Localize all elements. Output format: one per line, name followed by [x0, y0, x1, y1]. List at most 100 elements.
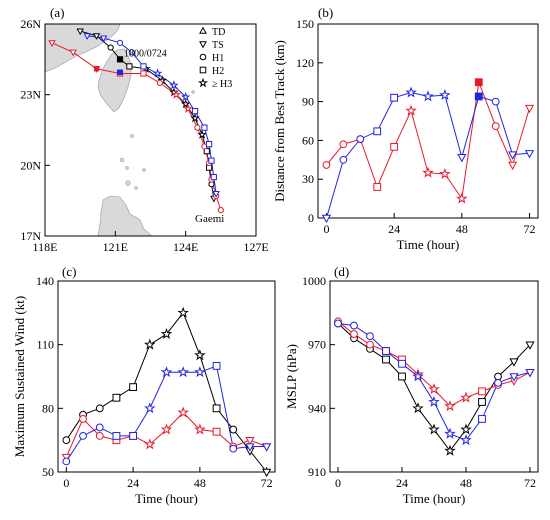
- series-black-point: [177, 306, 189, 318]
- series-blue-point: [79, 432, 87, 440]
- series-red-point: [366, 340, 374, 349]
- series-blue-point: [412, 370, 424, 382]
- track-black-point: [76, 28, 84, 36]
- series-black-point: [229, 425, 238, 434]
- series-blue-point: [144, 402, 156, 414]
- map-xtick-label: 118E: [33, 240, 58, 254]
- track-blue: [87, 35, 217, 194]
- series-red-point: [524, 104, 535, 114]
- series-blue-point: [398, 359, 406, 368]
- series-blue-point: [366, 332, 374, 341]
- panel-b: (b) 0 24 48 72 0 30 60 90 120 150 Time (hour) Dista…: [272, 5, 539, 252]
- y-axis-label: Distance from Best Track (km): [272, 40, 287, 202]
- y-tick-label: 0: [308, 211, 314, 225]
- series-black-point: [478, 398, 486, 406]
- y-tick-label: 1000: [302, 274, 326, 288]
- track-black-point: [197, 129, 207, 139]
- series-red-point: [456, 192, 468, 204]
- legend-label: TD: [212, 27, 225, 38]
- legend-label: TS: [212, 40, 224, 51]
- y-tick-label: 150: [296, 17, 314, 31]
- land-taiwan: [97, 48, 132, 113]
- x-tick-label: 72: [261, 476, 273, 490]
- land-islet-3: [130, 134, 134, 138]
- annotation-storm-name: Gaemi: [195, 213, 224, 225]
- map-ytick-label: 26N: [20, 17, 41, 31]
- land-luzon: [97, 195, 153, 236]
- series-blue-point: [339, 155, 348, 164]
- series-blue-point: [474, 92, 483, 101]
- plot-frame: [329, 280, 539, 473]
- track-black-point: [107, 44, 114, 51]
- map-xtick-label: 121E: [103, 240, 128, 254]
- series-blue-point: [460, 434, 472, 446]
- track-blue-point: [210, 174, 217, 181]
- series-blue-point: [177, 366, 189, 378]
- y-tick-label: 140: [36, 274, 54, 288]
- plot-d: 0 24 48 72 910 940 970 1000 Time (hour) MSLP (hPa…: [284, 274, 539, 506]
- land-islet-7: [191, 90, 195, 94]
- series-red-point: [212, 427, 221, 436]
- land-islet-2: [125, 180, 131, 186]
- legend-marker: [199, 26, 207, 34]
- legend-label: ≥ H3: [212, 79, 232, 90]
- series-blue-point: [457, 153, 467, 163]
- panel-label-c: (c): [62, 264, 76, 279]
- series-red-point: [79, 415, 87, 423]
- series-black-point: [160, 327, 173, 339]
- plot-frame: [57, 280, 276, 473]
- series-red-point: [322, 161, 331, 169]
- series-blue-point: [95, 423, 104, 432]
- track-blue-point: [191, 108, 199, 115]
- series-blue-point: [321, 214, 332, 224]
- x-tick-label: 48: [456, 222, 468, 236]
- panel-a: 118E 121E 124E 127E 17N 20N 23N 26N TD TS H1 H2 ≥ H…: [20, 5, 268, 254]
- legend-marker: [199, 66, 207, 74]
- series-blue-point: [524, 150, 535, 159]
- y-tick-label: 970: [308, 338, 326, 352]
- y-tick-label: 30: [302, 172, 314, 186]
- series-red-point: [194, 423, 206, 435]
- series-red-point: [390, 142, 399, 151]
- series-blue-point: [509, 373, 519, 382]
- map-tracks: [48, 28, 224, 214]
- legend-marker: [199, 41, 207, 49]
- series-black-point: [460, 423, 472, 435]
- series-blue-point: [262, 443, 272, 452]
- series-black-point: [412, 402, 424, 414]
- series-red-point: [508, 161, 518, 171]
- series-blue-point: [356, 135, 365, 144]
- series-blue-point: [494, 378, 502, 387]
- series-blue-point: [444, 427, 456, 439]
- panel-label-a: (a): [50, 5, 64, 20]
- panel-label-b: (b): [318, 5, 333, 20]
- x-tick-label: 72: [524, 476, 536, 490]
- legend-label: H1: [212, 53, 224, 64]
- land-islet-5: [142, 168, 146, 172]
- track-blue-point: [212, 191, 220, 198]
- track-red-point: [48, 40, 56, 48]
- track-blue-point: [180, 92, 191, 102]
- plot-frame: [317, 23, 539, 219]
- y-tick-label: 110: [36, 338, 54, 352]
- y-tick-label: 910: [308, 465, 326, 479]
- track-red-point: [140, 70, 147, 77]
- series-blue-point: [390, 93, 399, 102]
- track-blue-point: [201, 124, 208, 131]
- series-blue-point: [350, 321, 358, 330]
- series-blue-point: [428, 395, 440, 407]
- series-blue-point: [478, 415, 486, 423]
- series-black-point: [95, 404, 104, 413]
- track-blue-point: [83, 33, 91, 40]
- x-tick-label: 24: [396, 476, 408, 490]
- series-black-point: [129, 383, 138, 392]
- x-tick-label: 0: [323, 222, 329, 236]
- series-red-point: [339, 140, 348, 149]
- series-blue-point: [194, 366, 206, 378]
- series-blue-point: [334, 319, 342, 328]
- track-blue-point: [128, 49, 135, 56]
- map-ytick-label: 17N: [20, 229, 41, 243]
- x-tick-label: 48: [194, 476, 206, 490]
- track-blue-point: [99, 35, 108, 43]
